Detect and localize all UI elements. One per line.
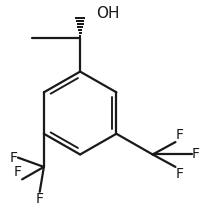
Text: OH: OH	[96, 6, 119, 21]
Text: F: F	[10, 151, 18, 165]
Text: F: F	[176, 128, 184, 142]
Text: F: F	[192, 147, 200, 162]
Text: F: F	[36, 192, 44, 206]
Text: F: F	[176, 167, 184, 181]
Text: F: F	[14, 165, 22, 179]
